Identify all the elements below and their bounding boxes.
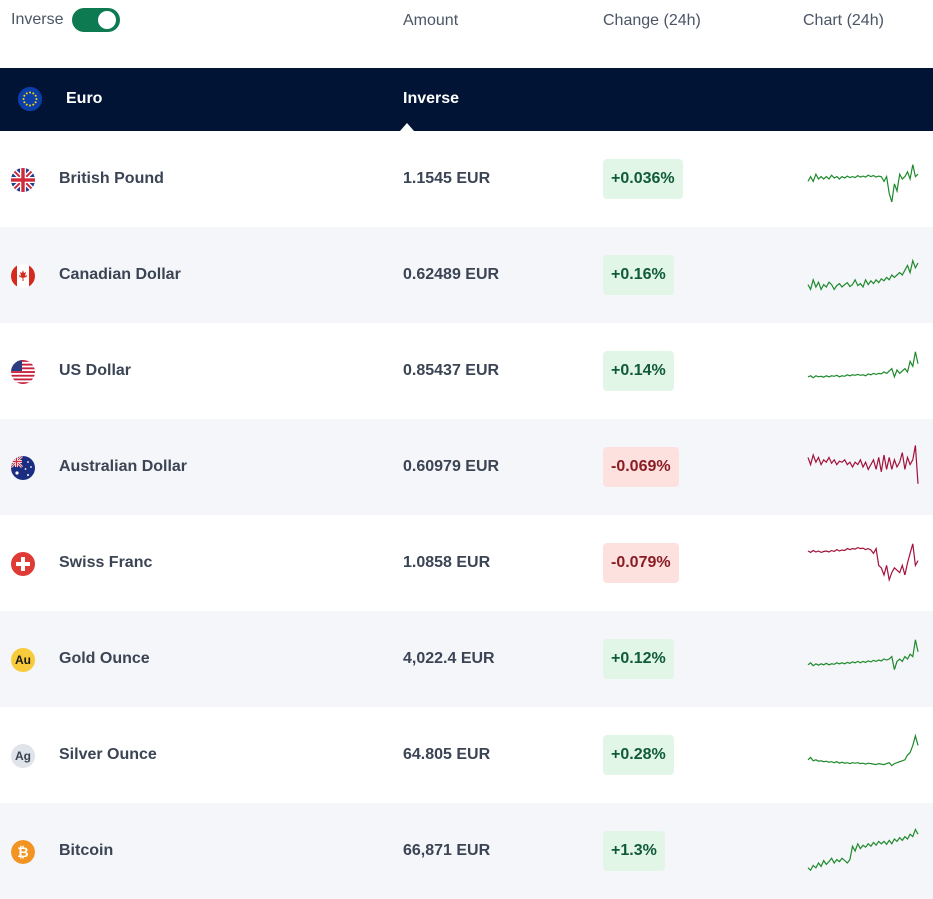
currency-row[interactable]: Canadian Dollar 0.62489 EUR +0.16% [0,227,933,323]
currency-row[interactable]: US Dollar 0.85437 EUR +0.14% [0,323,933,419]
change-badge: +1.3% [603,831,665,871]
gold-icon: Au [11,648,35,672]
currency-amount: 66,871 EUR [403,842,491,859]
currency-row[interactable]: Au Gold Ounce 4,022.4 EUR +0.12% [0,611,933,707]
table-header: Inverse Amount Change (24h) Chart (24h) [0,0,933,68]
currency-name: US Dollar [59,362,132,379]
change-badge: +0.12% [603,639,674,679]
sparkline-chart [807,164,919,203]
currency-amount: 0.62489 EUR [403,266,500,283]
sparkline-chart [807,543,919,583]
currency-row[interactable]: British Pound 1.1545 EUR +0.036% [0,131,933,227]
base-currency-name: Euro [66,90,103,107]
column-header-chart: Chart (24h) [803,12,884,29]
bitcoin-icon: ₿ [11,840,35,864]
australia-flag-icon [11,456,35,480]
change-badge: -0.069% [603,447,679,487]
us-flag-icon [11,360,35,384]
sparkline-chart [807,827,919,872]
sparkline-chart [807,351,919,379]
column-header-change: Change (24h) [603,12,701,29]
silver-icon: Ag [11,744,35,768]
sparkline-chart [807,639,919,670]
currency-row[interactable]: Australian Dollar 0.60979 EUR -0.069% [0,419,933,515]
currency-amount: 1.1545 EUR [403,170,491,187]
sparkline-chart [807,733,919,767]
svg-text:₿: ₿ [17,845,28,861]
canada-flag-icon [11,264,35,288]
swiss-flag-icon [11,552,35,576]
change-badge: +0.28% [603,735,674,775]
currency-amount: 64.805 EUR [403,746,491,763]
column-header-amount: Amount [403,12,459,29]
currency-amount: 1.0858 EUR [403,554,491,571]
change-badge: +0.036% [603,159,683,199]
base-inverse-label[interactable]: Inverse [403,90,460,107]
currency-amount: 4,022.4 EUR [403,650,495,667]
toggle-knob [98,11,117,29]
change-badge: +0.14% [603,351,674,391]
currency-name: Swiss Franc [59,554,153,571]
currency-name: Silver Ounce [59,746,157,763]
currency-amount: 0.60979 EUR [403,458,500,475]
sparkline-chart [807,445,919,484]
caret-indicator-icon [400,123,414,131]
currency-name: Australian Dollar [59,458,188,475]
currency-list: British Pound 1.1545 EUR +0.036% Canadia… [0,131,933,899]
eu-flag-icon [18,87,42,111]
uk-flag-icon [11,168,35,192]
currency-row[interactable]: ₿ Bitcoin 66,871 EUR +1.3% [0,803,933,899]
currency-row[interactable]: Ag Silver Ounce 64.805 EUR +0.28% [0,707,933,803]
currency-name: Bitcoin [59,842,114,859]
inverse-toggle-group[interactable]: Inverse [11,8,121,32]
currency-name: British Pound [59,170,164,187]
currency-row[interactable]: Swiss Franc 1.0858 EUR -0.079% [0,515,933,611]
currency-name: Gold Ounce [59,650,150,667]
inverse-toggle-label: Inverse [11,11,64,28]
change-badge: +0.16% [603,255,674,295]
base-currency-row: Euro Inverse [0,68,933,131]
currency-name: Canadian Dollar [59,266,181,283]
change-badge: -0.079% [603,543,679,583]
inverse-toggle[interactable] [72,8,121,32]
currency-amount: 0.85437 EUR [403,362,500,379]
sparkline-chart [807,258,919,292]
